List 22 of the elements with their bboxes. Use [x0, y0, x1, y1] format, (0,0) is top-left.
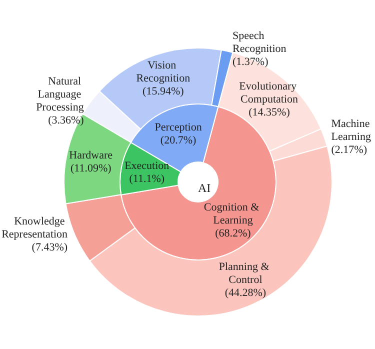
data-label: (14.35%)	[248, 106, 290, 119]
slice-label: Cognition & Learning	[204, 201, 262, 226]
slice-label: Evolutionary Computation	[239, 80, 300, 106]
data-label: (11.1%)	[129, 173, 165, 186]
slice-label: Knowledge Representation	[2, 216, 68, 241]
slice-label: Planning & Control	[218, 261, 272, 286]
slice-label: Execution	[124, 160, 170, 172]
data-label: (68.2%)	[215, 227, 252, 240]
slice-label: Perception	[154, 121, 202, 134]
text: AI	[198, 181, 211, 195]
slice-label: Hardware	[69, 149, 113, 162]
slice-label: Vision Recognition	[136, 60, 191, 85]
slice-label: Speech Recognition	[232, 30, 287, 56]
slice-label: Natural Language Processing	[36, 75, 84, 114]
data-label: (7.43%)	[32, 242, 68, 254]
data-label: (20.7%)	[160, 134, 197, 146]
data-label: (2.17%)	[331, 144, 368, 156]
data-label: (11.09%)	[70, 162, 112, 174]
data-label: (1.37%)	[232, 56, 269, 68]
data-label: (44.28%)	[224, 287, 266, 300]
data-label: (15.94%)	[142, 86, 184, 98]
slice-label: Machine Learning	[331, 118, 372, 143]
